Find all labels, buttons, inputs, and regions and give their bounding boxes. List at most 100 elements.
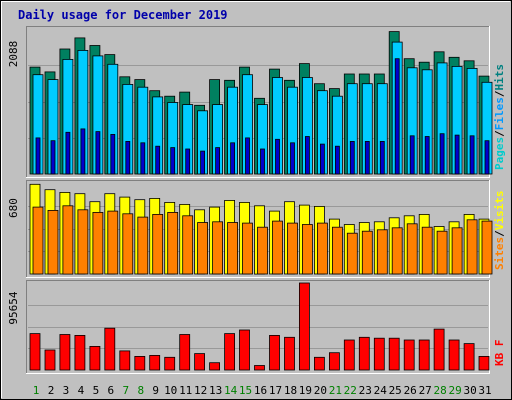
- bar: [47, 209, 59, 275]
- x-tick-label: 14: [224, 384, 238, 397]
- x-tick-label: 11: [179, 384, 192, 397]
- bar: [194, 353, 206, 371]
- bar: [62, 205, 74, 275]
- bar: [119, 350, 131, 371]
- bar: [466, 219, 478, 275]
- bar: [391, 227, 403, 275]
- legend-entry: /: [493, 130, 506, 137]
- bar: [212, 221, 224, 275]
- bar: [59, 334, 71, 371]
- bar: [197, 222, 209, 275]
- bar: [134, 355, 146, 371]
- bar: [74, 334, 86, 371]
- legend-entry: Pages: [493, 137, 506, 170]
- bar: [140, 142, 146, 175]
- x-tick-label: 30: [463, 384, 476, 397]
- bar: [478, 355, 490, 371]
- x-tick-label: 20: [314, 384, 327, 397]
- bar: [77, 209, 89, 275]
- bar: [334, 145, 340, 175]
- bar: [394, 58, 400, 175]
- x-tick-label: 4: [78, 384, 85, 397]
- x-tick-label: 9: [152, 384, 159, 397]
- bar: [448, 339, 460, 371]
- bar: [301, 224, 313, 275]
- x-tick-label: 7: [122, 384, 129, 397]
- bar: [125, 140, 131, 175]
- bar: [272, 220, 283, 275]
- bar: [182, 215, 194, 275]
- bar: [269, 334, 280, 371]
- x-tick-label: 3: [63, 384, 70, 397]
- bar: [454, 134, 460, 175]
- bar: [230, 142, 236, 175]
- x-tick-label: 6: [107, 384, 114, 397]
- legend-entry: Visits: [493, 191, 506, 231]
- bar: [224, 333, 236, 371]
- bar: [275, 138, 280, 175]
- hits-panel: 2088 Pages/Files/Hits: [7, 26, 506, 178]
- bar: [481, 220, 493, 275]
- bar: [35, 137, 41, 175]
- bar: [373, 337, 385, 371]
- bar: [170, 147, 176, 175]
- x-tick-label: 25: [389, 384, 402, 397]
- visits-panel: 680 Sites/Visits: [7, 180, 506, 278]
- legend-entry: Files: [493, 97, 506, 130]
- bar: [361, 230, 373, 275]
- x-tick-label: 10: [164, 384, 177, 397]
- hits-ymax-label: 2088: [7, 41, 20, 68]
- bar: [227, 222, 239, 275]
- bar: [418, 339, 430, 371]
- bar: [200, 150, 206, 175]
- legend-entry: /: [493, 230, 506, 237]
- x-tick-label: 29: [448, 384, 461, 397]
- kbytes-legend: KB F: [493, 340, 506, 367]
- hits-series-pages: [35, 58, 490, 175]
- bar: [242, 222, 253, 275]
- bar: [290, 142, 295, 175]
- bar: [110, 133, 116, 175]
- bar: [164, 356, 176, 371]
- bar: [433, 328, 445, 371]
- x-tick-label: 21: [329, 384, 342, 397]
- bar: [209, 362, 221, 371]
- kbytes-panel: 95654 KB F: [7, 280, 506, 374]
- hits-legend: Pages/Files/Hits: [493, 64, 506, 170]
- x-tick-label: 17: [269, 384, 282, 397]
- legend-entry: KB F: [493, 340, 506, 367]
- bar: [316, 222, 328, 275]
- bar: [403, 339, 415, 371]
- bar: [439, 133, 445, 175]
- bar: [92, 211, 104, 275]
- bar: [319, 143, 325, 175]
- bar: [260, 148, 265, 175]
- bar: [149, 354, 161, 371]
- bar: [379, 140, 385, 175]
- bar: [349, 140, 355, 175]
- x-tick-label: 2: [48, 384, 55, 397]
- bar: [80, 128, 86, 175]
- bar: [152, 213, 164, 275]
- visits-ymax-label: 680: [7, 198, 20, 218]
- bar: [313, 356, 325, 371]
- bar: [44, 349, 56, 371]
- bar: [409, 135, 415, 175]
- x-tick-label: 13: [209, 384, 222, 397]
- bar: [287, 222, 298, 275]
- bar: [421, 226, 433, 275]
- bar: [185, 148, 191, 175]
- bar: [155, 145, 161, 175]
- bar: [424, 136, 430, 175]
- bar: [167, 211, 179, 275]
- bar: [245, 137, 250, 175]
- x-axis-labels: 1 2 3 4 5 6 7 8 9 10 11 12 13 14 15 16 17 18 19 20 21 22 23 24 2…: [33, 384, 492, 397]
- bar: [388, 337, 400, 371]
- bar: [254, 365, 265, 371]
- x-tick-label: 23: [359, 384, 372, 397]
- bar: [331, 226, 343, 275]
- bar: [89, 345, 101, 371]
- bar: [239, 329, 250, 371]
- bar: [358, 336, 370, 371]
- bar: [179, 334, 191, 371]
